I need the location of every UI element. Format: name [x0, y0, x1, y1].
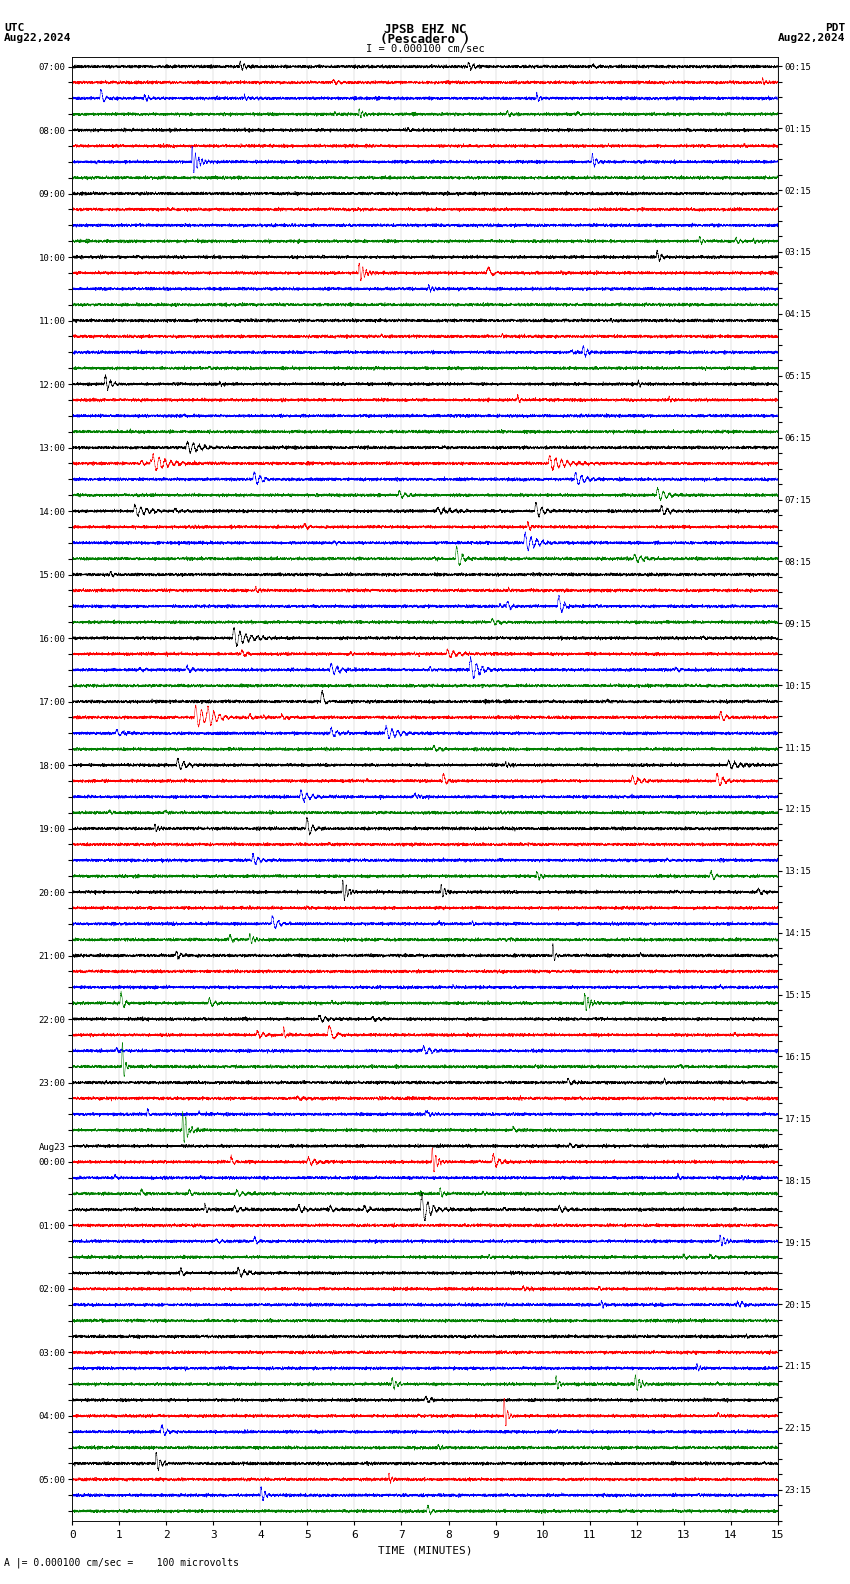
Text: PDT: PDT: [825, 22, 846, 33]
Text: Aug22,2024: Aug22,2024: [779, 33, 846, 43]
Text: JPSB EHZ NC: JPSB EHZ NC: [383, 22, 467, 36]
Text: Aug22,2024: Aug22,2024: [4, 33, 71, 43]
Text: I = 0.000100 cm/sec: I = 0.000100 cm/sec: [366, 43, 484, 54]
Text: UTC: UTC: [4, 22, 25, 33]
X-axis label: TIME (MINUTES): TIME (MINUTES): [377, 1546, 473, 1555]
Text: (Pescadero ): (Pescadero ): [380, 33, 470, 46]
Text: A |= 0.000100 cm/sec =    100 microvolts: A |= 0.000100 cm/sec = 100 microvolts: [4, 1557, 239, 1568]
